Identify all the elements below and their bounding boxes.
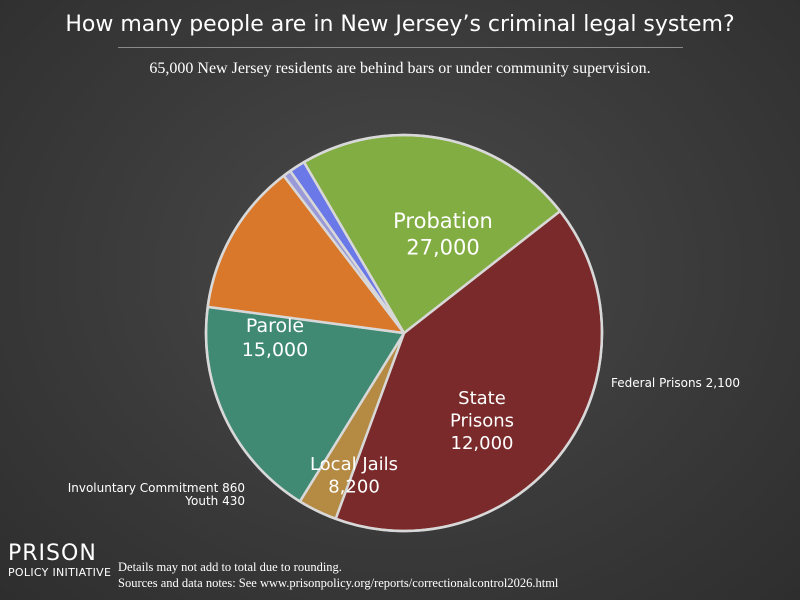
slice-label-involuntary-commitment: Involuntary Commitment 860 <box>68 481 245 495</box>
slice-label-parole: Parole 15,000 <box>242 315 308 361</box>
footer-notes: Details may not add to total due to roun… <box>118 559 558 591</box>
chart-title: How many people are in New Jersey’s crim… <box>65 12 735 37</box>
chart-subtitle: 65,000 New Jersey residents are behind b… <box>149 60 651 77</box>
pie-rim <box>204 133 604 533</box>
slice-label-federal-prisons: Federal Prisons 2,100 <box>611 376 740 390</box>
logo-line2: POLICY INITIATIVE <box>8 566 112 579</box>
slice-label-state-prisons: State Prisons 12,000 <box>450 388 514 454</box>
footer-note-sources: Sources and data notes: See www.prisonpo… <box>118 576 559 590</box>
logo-line1: PRISON <box>8 541 97 566</box>
slice-label-local-jails: Local Jails 8,200 <box>310 454 398 498</box>
slice-label-probation: Probation 27,000 <box>393 209 493 259</box>
prison-policy-initiative-logo: PRISON POLICY INITIATIVE <box>8 542 111 580</box>
slice-label-youth: Youth 430 <box>184 494 245 508</box>
title-divider <box>118 47 683 48</box>
footer-note-rounding: Details may not add to total due to roun… <box>118 560 342 574</box>
